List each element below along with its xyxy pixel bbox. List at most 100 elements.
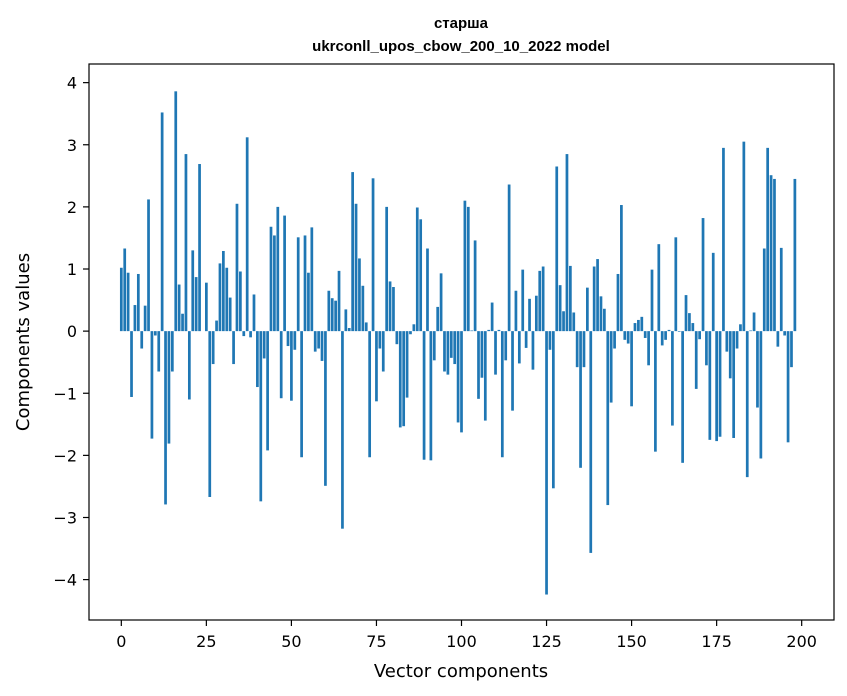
- bar: [674, 237, 678, 332]
- bar: [205, 282, 208, 332]
- bar: [164, 331, 167, 505]
- bar: [528, 298, 531, 332]
- bar: [715, 331, 718, 442]
- bar: [524, 331, 528, 348]
- bar: [419, 219, 423, 332]
- bar: [409, 331, 412, 335]
- bar: [398, 331, 402, 428]
- bar: [456, 331, 460, 423]
- bar: [174, 91, 178, 332]
- bar: [630, 331, 633, 407]
- bar: [184, 154, 188, 332]
- bar: [664, 331, 667, 340]
- bar: [181, 313, 184, 332]
- y-tick-label: 3: [67, 136, 77, 155]
- bar: [773, 178, 776, 332]
- bar: [514, 290, 518, 332]
- bar: [667, 329, 671, 332]
- x-tick-label: 25: [196, 632, 216, 651]
- y-axis-label: Components values: [13, 253, 34, 431]
- bar: [126, 272, 130, 332]
- bar: [286, 331, 290, 347]
- bar: [239, 271, 242, 332]
- y-tick-label: −1: [53, 384, 77, 403]
- bar: [119, 267, 123, 332]
- bar: [222, 250, 225, 332]
- bar: [347, 328, 351, 332]
- chart-title-line-2: ukrconll_upos_cbow_200_10_2022 model: [312, 38, 610, 55]
- bar: [592, 266, 596, 332]
- bar: [273, 235, 276, 332]
- bar: [565, 154, 569, 332]
- bar: [429, 331, 433, 461]
- bar: [711, 252, 715, 332]
- bar: [211, 331, 215, 365]
- bar: [783, 331, 787, 336]
- x-tick-label: 125: [531, 632, 562, 651]
- bar: [739, 324, 742, 332]
- chart-title-line-1: старша: [434, 15, 489, 32]
- bar: [187, 331, 191, 400]
- bar: [752, 312, 756, 332]
- x-tick-label: 50: [281, 632, 301, 651]
- bar: [647, 331, 650, 366]
- y-tick-label: −2: [53, 446, 77, 465]
- bar: [534, 295, 538, 332]
- bar: [555, 166, 559, 332]
- bar: [473, 240, 477, 332]
- bar: [130, 331, 133, 397]
- bar: [745, 331, 749, 478]
- bar: [626, 331, 630, 344]
- bar: [759, 331, 763, 459]
- bar: [378, 331, 382, 349]
- bar: [497, 329, 501, 332]
- x-tick-label: 175: [701, 632, 732, 651]
- bar: [208, 331, 212, 497]
- bar: [718, 331, 722, 437]
- bar: [470, 330, 474, 332]
- bar: [654, 331, 657, 452]
- bar: [170, 331, 174, 372]
- bar: [786, 331, 790, 443]
- bar: [779, 247, 783, 332]
- bar: [320, 331, 324, 361]
- bar: [140, 331, 144, 349]
- bar: [490, 302, 494, 332]
- bar: [279, 331, 283, 399]
- bar: [364, 322, 368, 332]
- bar: [354, 203, 358, 332]
- y-tick-label: 0: [67, 322, 77, 341]
- x-tick-label: 200: [786, 632, 817, 651]
- bar: [677, 331, 681, 332]
- bar: [147, 199, 150, 332]
- bar: [153, 331, 157, 336]
- bar: [650, 269, 654, 332]
- bar: [262, 331, 266, 359]
- bar: [694, 331, 698, 389]
- bar: [341, 331, 344, 529]
- bar: [575, 331, 579, 368]
- bar: [303, 235, 307, 332]
- bar: [691, 323, 695, 332]
- bar: [160, 112, 164, 332]
- bar: [392, 287, 395, 332]
- bar: [688, 313, 691, 332]
- bar: [477, 331, 480, 399]
- bar: [725, 331, 729, 352]
- bar: [436, 306, 440, 332]
- bar: [756, 331, 759, 408]
- bar: [545, 331, 548, 595]
- x-axis-ticks: 0 25 50 75 100 125 150 175 200: [116, 620, 817, 651]
- bar: [460, 331, 463, 433]
- bar: [276, 206, 280, 332]
- bar: [599, 296, 603, 332]
- bar: [660, 331, 664, 346]
- bar: [793, 178, 797, 332]
- bar: [732, 331, 736, 438]
- bar: [283, 215, 286, 332]
- bar: [446, 331, 450, 375]
- bar: [368, 331, 372, 458]
- bar: [637, 319, 640, 332]
- bar: [245, 137, 249, 332]
